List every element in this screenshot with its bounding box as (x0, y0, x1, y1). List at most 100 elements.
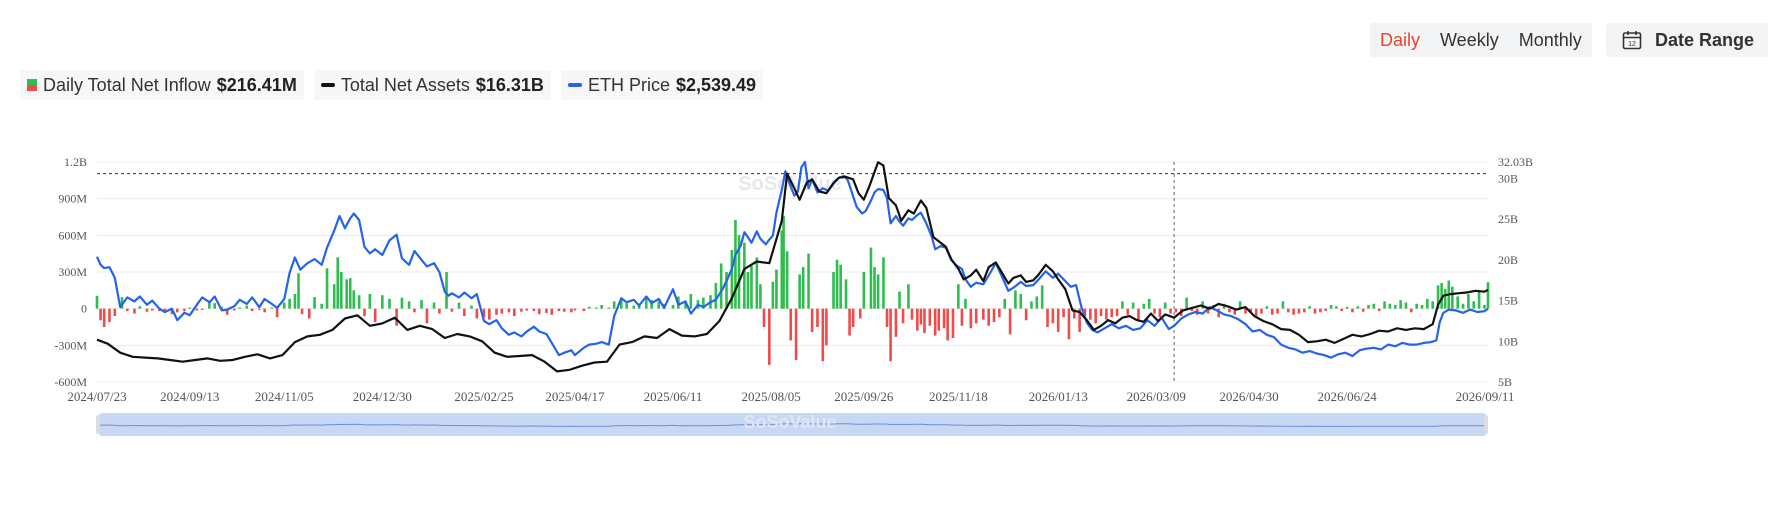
line-swatch-icon (320, 83, 335, 87)
inflow-bar (801, 267, 805, 309)
inflow-bar (951, 308, 955, 338)
right-axis-tick-label: 15B (1498, 294, 1518, 308)
inflow-bar (208, 301, 211, 309)
x-axis-tick-label: 2025/02/25 (454, 389, 513, 404)
inflow-bar (250, 308, 254, 312)
inflow-bar (725, 272, 728, 309)
x-axis-tick-label: 2025/04/17 (545, 389, 605, 404)
legend-value: $216.41M (216, 74, 297, 95)
inflow-bar (780, 230, 784, 309)
etf-flow-chart: 1.2B 900M 600M 300M 0 -300M -600M 32.03B 30B 25B 2… (54, 155, 1533, 436)
x-axis-tick-label: 2025/09/26 (834, 389, 894, 404)
inflow-bar (719, 263, 723, 309)
inflow-bar (388, 298, 391, 309)
inflow-bar (1260, 308, 1263, 314)
inflow-bar (987, 308, 990, 326)
inflow-bar (907, 284, 910, 309)
inflow-bar (644, 296, 648, 309)
inflow-bar (537, 308, 541, 315)
inflow-bar (807, 253, 810, 309)
inflow-bar (200, 308, 204, 310)
legend-value: $16.31B (475, 74, 544, 95)
inflow-bar (898, 291, 901, 309)
inflow-bar (858, 308, 862, 319)
inflow-bar (188, 307, 192, 309)
inflow-bar (373, 308, 377, 323)
total-net-assets-line (96, 161, 1489, 373)
inflow-bar (550, 308, 554, 315)
legend-item-net-inflow[interactable]: Daily Total Net Inflow $216.41M (20, 70, 304, 100)
inflow-bar (1367, 305, 1370, 309)
inflow-bar (438, 308, 441, 314)
left-axis-tick-label: -300M (54, 338, 87, 352)
legend-item-eth-price[interactable]: ETH Price $2,539.49 (560, 70, 764, 100)
inflow-bar (851, 308, 855, 327)
date-range-button[interactable]: 12 Date Range (1606, 23, 1768, 57)
inflow-bar (1206, 308, 1210, 314)
inflow-bar (957, 284, 960, 309)
inflow-bar (671, 305, 675, 309)
tab-monthly[interactable]: Monthly (1518, 29, 1582, 50)
inflow-bar (1345, 306, 1349, 309)
inflow-bar (275, 308, 279, 318)
inflow-bar (1142, 303, 1146, 309)
tab-weekly[interactable]: Weekly (1440, 29, 1499, 50)
inflow-bar (1383, 301, 1386, 309)
tab-daily[interactable]: Daily (1380, 29, 1421, 50)
inflow-bar (1158, 308, 1162, 318)
inflow-bar (183, 308, 186, 312)
inflow-bar (1147, 298, 1151, 309)
inflow-bar (1238, 301, 1242, 309)
inflow-bar (1461, 303, 1465, 309)
inflow-bar (1126, 308, 1130, 315)
x-axis-tick-label: 2025/11/18 (929, 389, 988, 404)
inflow-bar (313, 297, 316, 309)
inflow-bar (425, 308, 429, 324)
inflow-bar (1131, 302, 1135, 309)
inflow-bar (457, 302, 461, 309)
inflow-bar (1035, 296, 1039, 309)
inflow-bar (1185, 297, 1188, 309)
inflow-bar (1431, 301, 1435, 309)
x-axis-tick-label: 2026/01/13 (1029, 389, 1088, 404)
right-axis-tick-label: 5B (1498, 375, 1512, 389)
inflow-bar (746, 272, 750, 309)
inflow-bar (620, 298, 623, 309)
inflow-bar (495, 308, 498, 315)
inflow-bar (582, 308, 586, 312)
inflow-bar (1281, 301, 1285, 309)
inflow-bar (126, 308, 129, 312)
inflow-bar (1163, 302, 1167, 309)
inflow-bar (282, 302, 286, 309)
inflow-bar (445, 272, 448, 309)
inflow-bar (657, 301, 661, 309)
inflow-bar (600, 305, 603, 309)
inflow-bar (702, 297, 705, 309)
inflow-bar (475, 308, 479, 319)
inflow-bar (557, 308, 561, 312)
inflow-bar (1415, 303, 1418, 309)
inflow-bar (525, 308, 529, 311)
inflow-bar (1072, 308, 1076, 319)
inflow-bar (821, 308, 825, 362)
navigator-right-handle[interactable] (1484, 415, 1488, 434)
inflow-bar (1217, 308, 1221, 318)
inflow-bar (785, 251, 789, 309)
inflow-bar (470, 305, 473, 309)
inflow-bar (138, 306, 142, 309)
inflow-bar (1443, 289, 1447, 309)
x-axis-tick-label: 2024/12/30 (353, 389, 412, 404)
inflow-bar (220, 306, 224, 309)
legend-item-total-net-assets[interactable]: Total Net Assets $16.31B (313, 70, 551, 100)
inflow-bar (1233, 308, 1237, 315)
inflow-bar (816, 308, 819, 327)
inflow-bar (1078, 308, 1081, 332)
inflow-bar (1169, 308, 1172, 314)
inflow-bar (743, 242, 746, 309)
legend-label: Daily Total Net Inflow (43, 74, 211, 95)
navigator-left-handle[interactable] (96, 415, 100, 434)
inflow-bar (170, 308, 174, 315)
inflow-bar (1436, 285, 1440, 309)
inflow-bar (145, 308, 149, 312)
inflow-bar (1292, 308, 1295, 315)
